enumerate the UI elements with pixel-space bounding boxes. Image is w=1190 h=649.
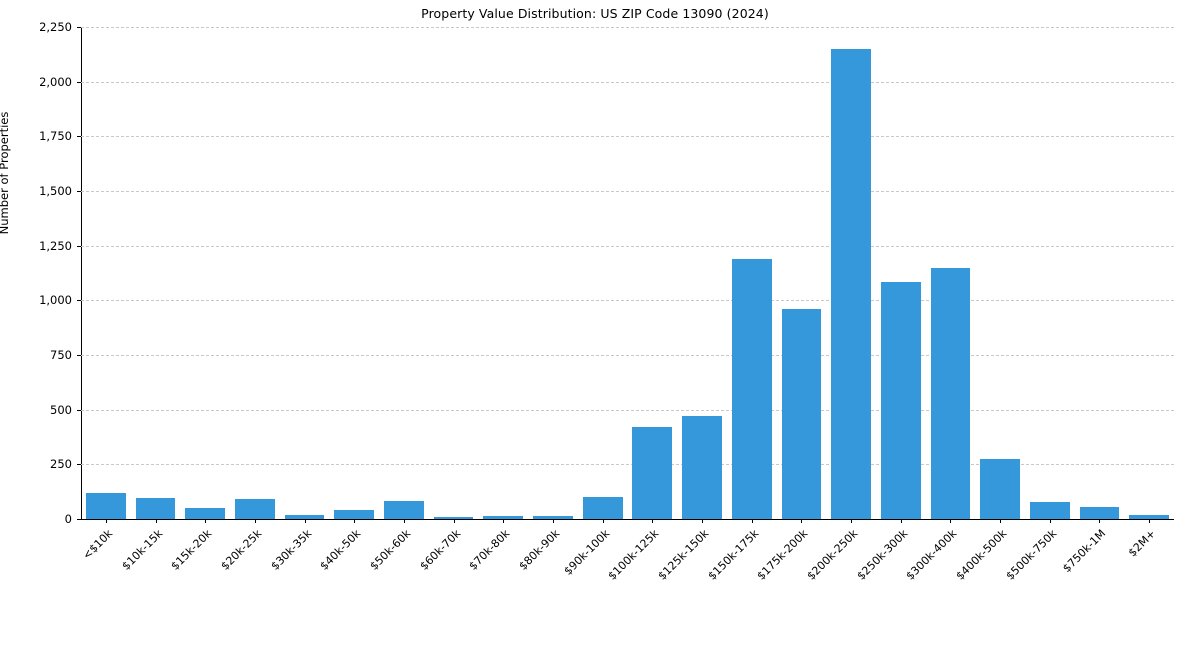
y-axis-tick xyxy=(77,355,81,356)
bar xyxy=(1029,501,1070,519)
bar xyxy=(831,48,871,519)
x-axis-tick xyxy=(950,519,952,523)
gridline xyxy=(81,300,1174,302)
bar xyxy=(185,507,226,519)
y-axis-tick xyxy=(77,300,81,302)
y-axis-tick-label: 2,000 xyxy=(39,74,72,89)
x-axis-tick xyxy=(851,519,853,523)
bar xyxy=(781,309,822,519)
y-axis-tick-label: 750 xyxy=(50,348,72,362)
x-axis-tick xyxy=(652,519,654,523)
x-axis-tick xyxy=(1000,519,1002,523)
y-axis-tick-label: 1,750 xyxy=(39,129,72,144)
bar xyxy=(433,517,474,519)
y-axis-tick xyxy=(77,81,81,83)
bar xyxy=(284,514,325,519)
y-axis-tick xyxy=(77,27,81,28)
y-axis-tick xyxy=(77,464,81,466)
x-axis-tick xyxy=(105,519,107,523)
y-axis-tick xyxy=(77,519,81,520)
y-axis-tick-label: 500 xyxy=(50,402,72,417)
gridline xyxy=(81,27,1174,28)
gridline xyxy=(81,355,1174,356)
bar xyxy=(334,510,375,519)
bar xyxy=(930,267,971,519)
x-axis-tick xyxy=(1049,519,1051,523)
x-axis-tick xyxy=(602,519,604,523)
x-axis-tick xyxy=(900,519,902,523)
y-axis-tick-label: 1,500 xyxy=(39,184,72,198)
x-axis-line xyxy=(81,519,1174,520)
y-axis-tick-label: 0 xyxy=(64,512,72,526)
y-axis-tick xyxy=(77,136,81,138)
gridline xyxy=(81,191,1174,192)
bar xyxy=(880,281,921,519)
chart-figure: Property Value Distribution: US ZIP Code… xyxy=(0,6,1174,583)
x-axis-tick xyxy=(751,519,753,523)
x-axis-tick xyxy=(503,519,505,523)
x-axis-tick xyxy=(453,519,455,523)
x-axis-tick xyxy=(552,519,554,523)
gridline xyxy=(81,409,1174,411)
y-axis-tick xyxy=(77,191,81,192)
x-axis-tick xyxy=(205,519,207,523)
y-axis-tick xyxy=(77,245,81,247)
y-axis-tick-label: 1,000 xyxy=(39,293,72,308)
gridline xyxy=(81,136,1174,138)
y-axis-line xyxy=(81,27,82,519)
x-axis-tick xyxy=(155,519,157,523)
bar xyxy=(1079,506,1120,519)
x-axis-tick xyxy=(1149,519,1151,523)
bar xyxy=(1129,514,1170,519)
bar xyxy=(533,515,573,519)
gridline xyxy=(81,464,1174,466)
y-axis-tick-label: 250 xyxy=(50,457,72,472)
bar xyxy=(632,427,673,519)
gridline xyxy=(81,81,1174,83)
bar xyxy=(135,498,176,519)
bar xyxy=(483,516,524,519)
bar xyxy=(85,492,126,519)
bar xyxy=(731,258,772,519)
bar xyxy=(980,458,1020,519)
y-axis-tick-label: 1,250 xyxy=(39,238,72,253)
x-axis-tick xyxy=(403,519,405,523)
bar xyxy=(235,498,275,519)
y-axis-tick xyxy=(77,409,81,411)
x-axis-tick xyxy=(702,519,704,523)
chart-title: Property Value Distribution: US ZIP Code… xyxy=(421,6,769,21)
x-axis-tick xyxy=(1099,519,1101,523)
x-axis-tick xyxy=(801,519,803,523)
gridline xyxy=(81,245,1174,247)
x-axis-tick xyxy=(304,519,306,523)
x-axis-tick xyxy=(254,519,256,523)
bar xyxy=(682,416,722,519)
y-axis-tick-label: 2,250 xyxy=(39,20,72,34)
bar xyxy=(384,501,424,519)
x-axis-tick xyxy=(354,519,356,523)
plot-area xyxy=(81,27,1174,519)
bar xyxy=(582,497,623,519)
